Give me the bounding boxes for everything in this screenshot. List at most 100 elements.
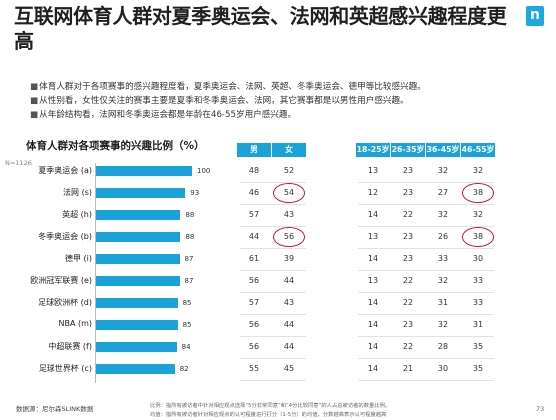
bar-value-label: 85	[182, 321, 192, 329]
finding-2: ■从性别看，女性仅关注的赛事主要是夏季和冬季奥运会、法网，其它赛事都是以男性用户…	[30, 96, 409, 106]
highlight-circle	[462, 227, 494, 247]
table-cell-female: 52	[283, 166, 295, 175]
table-cell-a2635: 21	[402, 364, 414, 373]
bar-value-label: 87	[184, 277, 194, 285]
table-cell-male: 55	[248, 364, 260, 373]
footnote-ratio: 比例：指所有被访者中针对相应观点选择“5分非常同意”和“4分比较同意”的人占总被…	[150, 403, 391, 409]
row-divider	[240, 226, 306, 227]
table-cell-male: 56	[248, 276, 260, 285]
table-cell-male: 61	[248, 254, 260, 263]
page-number: 73	[536, 405, 545, 413]
table-cell-a3645: 28	[437, 342, 449, 351]
bar	[96, 254, 180, 264]
table-cell-a1825: 14	[367, 298, 379, 307]
table-cell-female: 44	[283, 320, 295, 329]
table-cell-a4655: 32	[472, 166, 484, 175]
table-cell-a1825: 14	[367, 364, 379, 373]
finding-1: ■体育人群对于各项赛事的感兴趣程度看，夏季奥运会、法网、英超、冬季奥运会、德甲等…	[30, 82, 426, 92]
table-cell-a3645: 32	[437, 320, 449, 329]
table-cell-male: 48	[248, 166, 260, 175]
header-female: 女	[272, 143, 306, 157]
finding-3-text: 从年龄结构看，法网和冬季奥运会都是年龄在46-55岁用户感兴趣。	[39, 110, 297, 120]
bar	[96, 364, 175, 374]
row-divider	[240, 358, 306, 359]
row-divider	[358, 380, 494, 381]
row-divider	[240, 292, 306, 293]
table-cell-a1825: 13	[367, 166, 379, 175]
table-cell-female: 39	[283, 254, 295, 263]
category-label: 足球欧洲杯 (d)	[38, 298, 92, 307]
category-label: 夏季奥运会 (a)	[38, 166, 92, 175]
data-source: 数据源：尼尔森SLINK数据	[16, 405, 94, 413]
table-cell-a4655: 31	[472, 320, 484, 329]
table-cell-male: 44	[248, 232, 260, 241]
logo-letter: n	[530, 7, 540, 23]
row-divider	[358, 336, 494, 337]
page-title: 互联网体育人群对夏季奥运会、法网和英超感兴趣程度更高	[14, 4, 507, 53]
row-divider	[240, 270, 306, 271]
table-cell-a3645: 32	[437, 210, 449, 219]
table-cell-a2635: 22	[402, 298, 414, 307]
table-cell-a3645: 32	[437, 276, 449, 285]
row-divider	[358, 182, 494, 183]
finding-3: ■从年龄结构看，法网和冬季奥运会都是年龄在46-55岁用户感兴趣。	[30, 110, 297, 120]
sample-size-label: N=1126	[5, 159, 32, 167]
category-label: 欧洲冠军联赛 (e)	[30, 276, 92, 285]
finding-1-text: 体育人群对于各项赛事的感兴趣程度看，夏季奥运会、法网、英超、冬季奥运会、德甲等比…	[39, 82, 426, 92]
row-divider	[240, 248, 306, 249]
bar	[96, 320, 178, 330]
highlight-circle	[273, 183, 305, 203]
row-divider	[240, 204, 306, 205]
bar-value-label: 88	[185, 233, 195, 241]
row-divider	[358, 270, 494, 271]
bar-value-label: 88	[185, 211, 195, 219]
highlight-circle	[462, 183, 494, 203]
bar	[96, 298, 178, 308]
table-cell-female: 44	[283, 276, 295, 285]
header-male: 男	[237, 143, 271, 157]
header-age-36-45: 36-45岁	[426, 143, 460, 157]
chart-title: 体育人群对各项赛事的兴趣比例（%）	[26, 140, 205, 152]
table-cell-female: 44	[283, 342, 295, 351]
table-cell-male: 57	[248, 210, 260, 219]
table-cell-a4655: 30	[472, 254, 484, 263]
row-divider	[358, 248, 494, 249]
table-cell-a2635: 23	[402, 254, 414, 263]
table-cell-a2635: 22	[402, 342, 414, 351]
table-cell-a1825: 14	[367, 210, 379, 219]
table-cell-male: 57	[248, 298, 260, 307]
table-cell-a3645: 27	[437, 188, 449, 197]
bar-value-label: 100	[197, 167, 211, 175]
bar	[96, 210, 181, 220]
table-cell-a2635: 22	[402, 210, 414, 219]
table-cell-female: 43	[283, 298, 295, 307]
row-divider	[240, 380, 306, 381]
row-divider	[358, 292, 494, 293]
highlight-circle	[273, 227, 305, 247]
table-cell-a2635: 23	[402, 232, 414, 241]
table-cell-male: 46	[248, 188, 260, 197]
table-cell-a4655: 35	[472, 364, 484, 373]
category-label: NBA (m)	[58, 319, 92, 328]
row-divider	[240, 314, 306, 315]
header-age-46-55: 46-55岁	[461, 143, 495, 157]
table-cell-a4655: 33	[472, 298, 484, 307]
table-cell-a1825: 13	[367, 276, 379, 285]
bar-value-label: 85	[182, 299, 192, 307]
row-divider	[358, 226, 494, 227]
row-divider	[240, 182, 306, 183]
nielsen-logo: n	[526, 6, 544, 26]
bar	[96, 342, 177, 352]
table-cell-a3645: 30	[437, 364, 449, 373]
bar	[96, 188, 186, 198]
category-label: 冬季奥运会 (b)	[38, 232, 92, 241]
row-divider	[358, 314, 494, 315]
category-label: 英超 (h)	[62, 210, 92, 219]
table-cell-a4655: 33	[472, 276, 484, 285]
category-label: 德甲 (i)	[64, 254, 92, 263]
table-cell-a4655: 35	[472, 342, 484, 351]
table-cell-a3645: 32	[437, 166, 449, 175]
header-age-26-35: 26-35岁	[391, 143, 425, 157]
row-divider	[358, 358, 494, 359]
finding-2-text: 从性别看，女性仅关注的赛事主要是夏季和冬季奥运会、法网，其它赛事都是以男性用户感…	[39, 96, 409, 106]
